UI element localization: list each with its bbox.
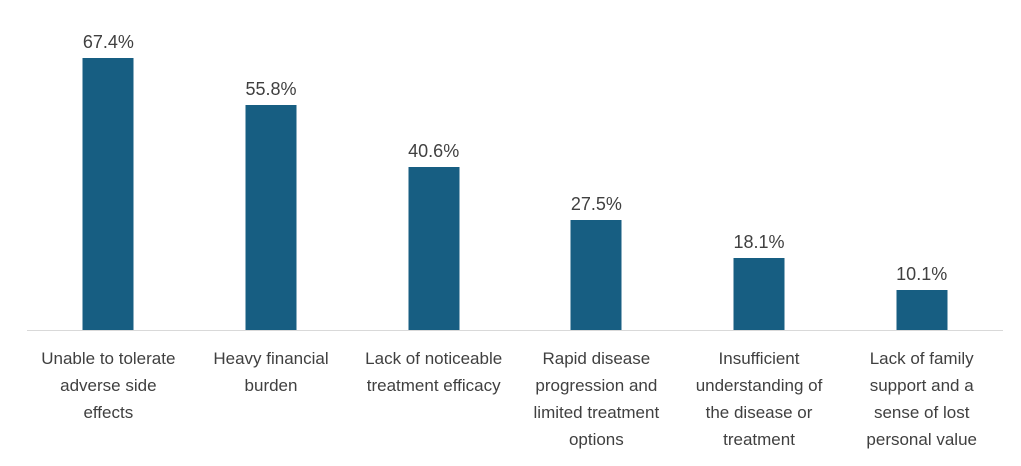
category-label-line: progression and	[535, 376, 658, 395]
bar	[82, 58, 134, 331]
category-label: Rapid disease progression and limited trea…	[515, 345, 678, 453]
bar-value-label: 27.5%	[570, 194, 622, 214]
bar	[896, 290, 948, 331]
category-label-line: sense of lost	[873, 403, 970, 422]
category-label-line: personal value	[866, 430, 977, 449]
category-label-line: treatment	[723, 430, 795, 449]
bar-group: 10.1% Lack of family support and a sense of…	[840, 0, 1003, 466]
bar-group: 40.6% Lack of noticeable treatment efficac…	[352, 0, 515, 466]
bar-group: 55.8% Heavy financial burden	[190, 0, 353, 466]
bar	[570, 220, 622, 331]
category-label-line: effects	[83, 403, 134, 422]
category-label-line: Heavy financial	[213, 349, 329, 368]
category-label-line: Lack of family	[869, 349, 974, 368]
category-label-line: Rapid disease	[542, 349, 651, 368]
bar-value-label: 55.8%	[245, 79, 297, 99]
category-label-line: burden	[244, 376, 298, 395]
category-label: Unable to tolerate adverse side effects	[27, 345, 190, 426]
bar	[408, 167, 460, 331]
category-label: Lack of family support and a sense of lost…	[840, 345, 1003, 453]
bar-group: 18.1% Insufficient understanding of the dis…	[678, 0, 841, 466]
category-label: Lack of noticeable treatment efficacy	[352, 345, 515, 399]
bar	[245, 105, 297, 331]
category-label-line: Insufficient	[718, 349, 800, 368]
bar-value-label: 40.6%	[408, 141, 460, 161]
category-label-line: adverse side	[60, 376, 157, 395]
category-label-line: understanding of	[695, 376, 823, 395]
category-label: Insufficient understanding of the disease …	[678, 345, 841, 453]
bar	[733, 258, 785, 331]
category-label: Heavy financial burden	[190, 345, 353, 399]
bar-group: 27.5% Rapid disease progression and limited…	[515, 0, 678, 466]
category-label-line: limited treatment	[533, 403, 660, 422]
x-axis-line	[27, 330, 1003, 331]
category-label-line: support and a	[869, 376, 974, 395]
bar-value-label: 67.4%	[82, 32, 134, 52]
category-label-line: options	[568, 430, 624, 449]
category-label-line: the disease or	[705, 403, 813, 422]
plot-area: 67.4% Unable to tolerate adverse side effec…	[27, 0, 1003, 466]
bar-value-label: 18.1%	[733, 232, 785, 252]
category-label-line: Unable to tolerate	[41, 349, 176, 368]
bar-group: 67.4% Unable to tolerate adverse side effec…	[27, 0, 190, 466]
category-label-line: Lack of noticeable	[365, 349, 503, 368]
bar-value-label: 10.1%	[896, 264, 948, 284]
category-label-line: treatment efficacy	[366, 376, 501, 395]
